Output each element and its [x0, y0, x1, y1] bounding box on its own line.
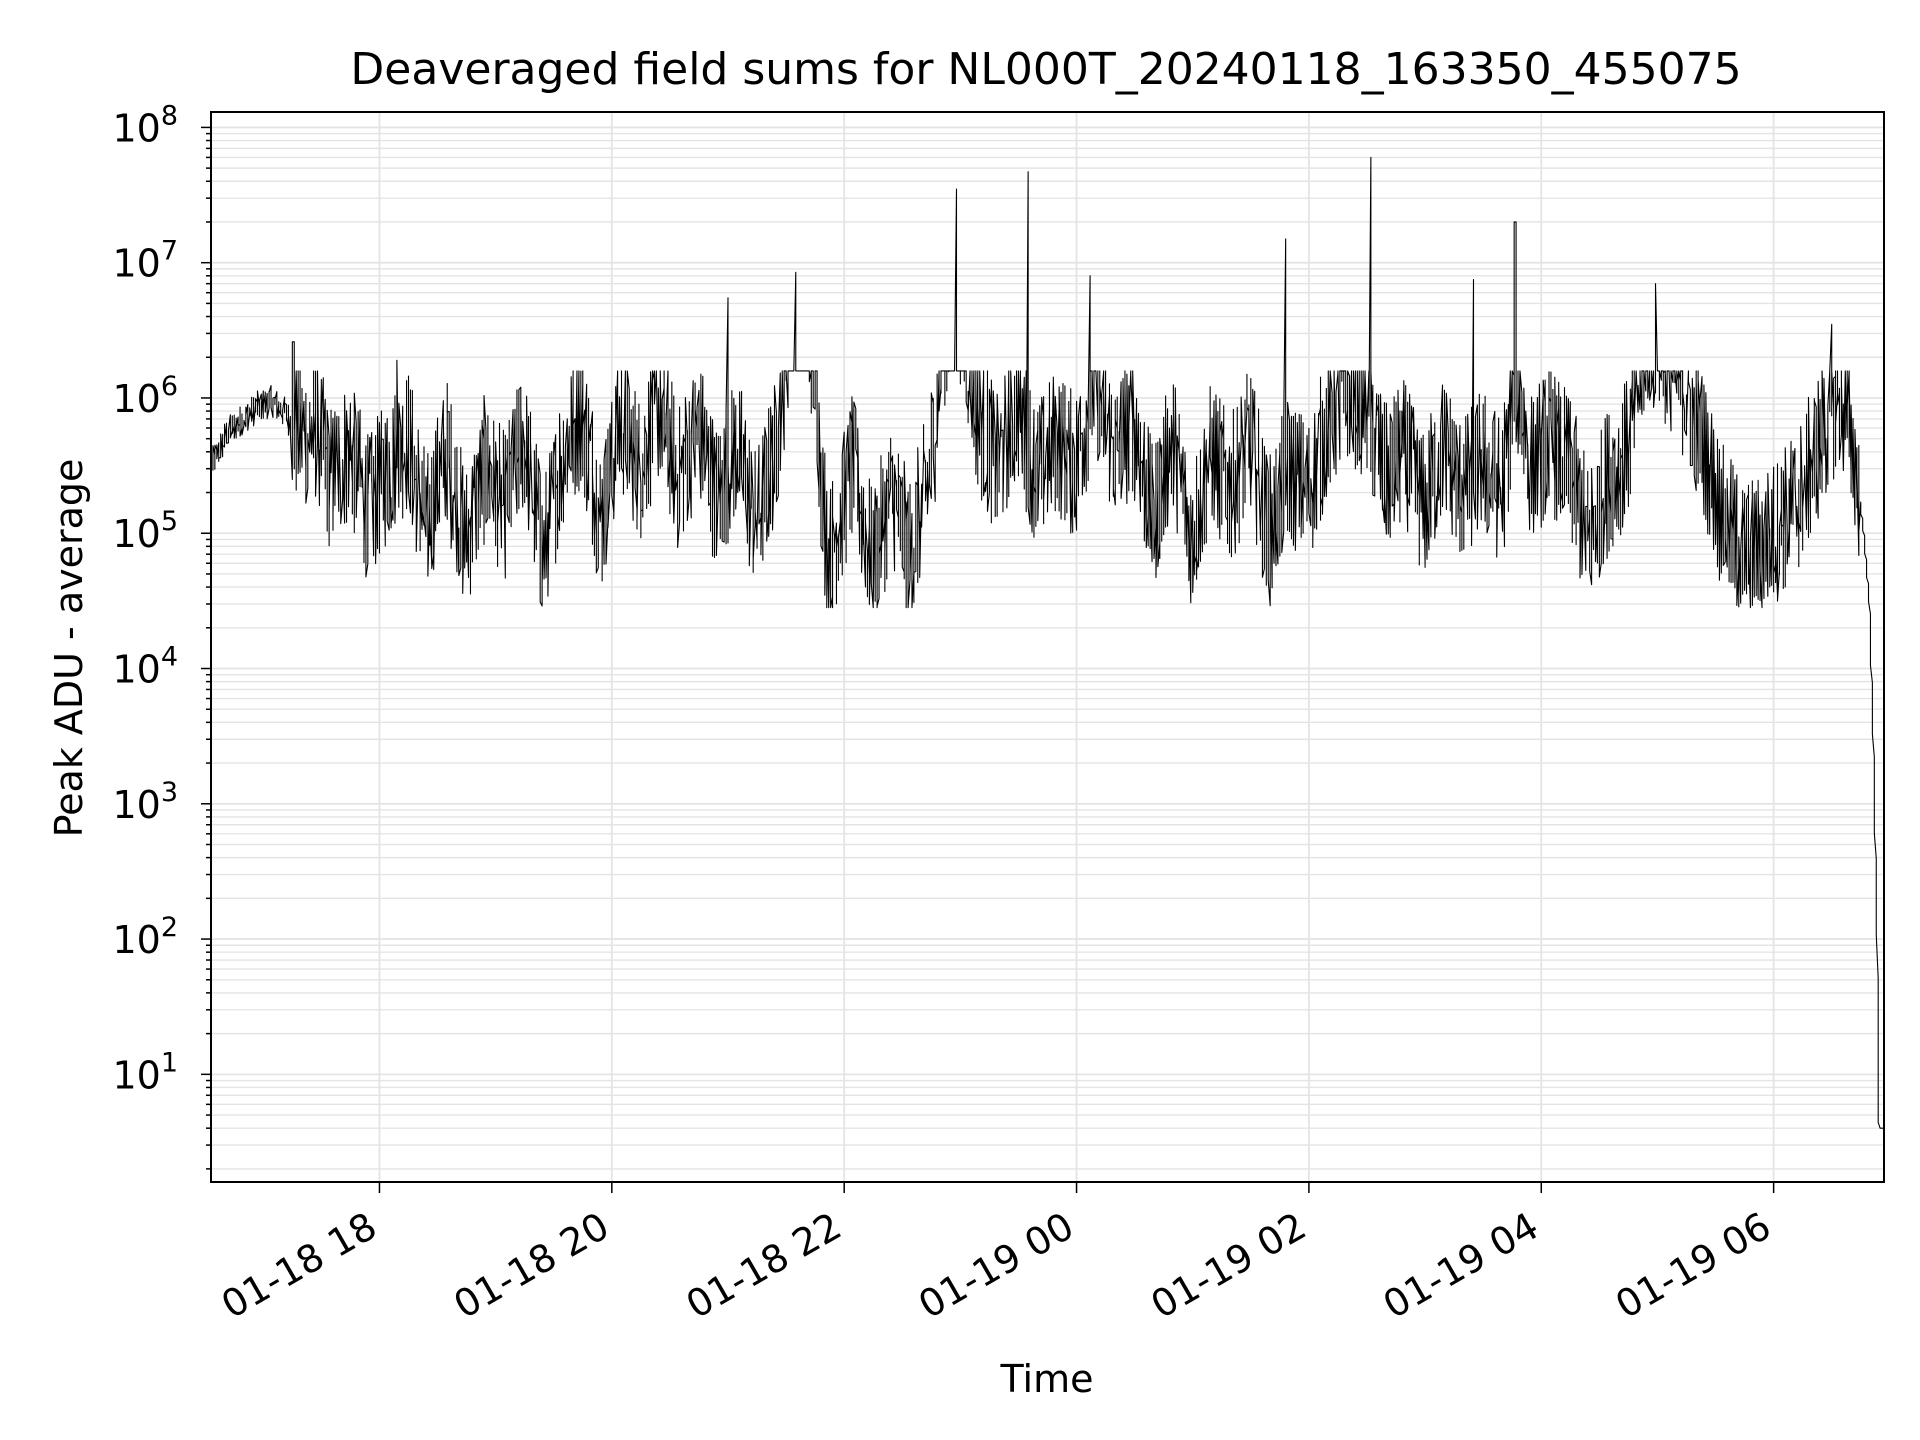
y-tick-label: 103 — [112, 777, 178, 827]
y-tick-label: 106 — [112, 371, 178, 421]
y-tick-label: 104 — [112, 642, 178, 692]
y-axis-label: Peak ADU - average — [47, 459, 91, 838]
series-line — [212, 156, 1884, 1129]
plot-frame — [210, 111, 1885, 1183]
y-axis: 101 102 103 104 105 106 107 108 — [112, 100, 211, 1170]
y-tick-label: 105 — [112, 506, 178, 556]
grid — [211, 112, 1884, 1182]
y-tick-label: 101 — [112, 1047, 178, 1097]
x-axis-label: Time — [1000, 1357, 1094, 1401]
y-tick-label: 107 — [112, 236, 178, 286]
y-tick-label: 102 — [112, 912, 178, 962]
y-tick-label: 108 — [112, 100, 178, 150]
series-layer — [212, 156, 1884, 1129]
chart-title: Deaveraged field sums for NL000T_2024011… — [350, 44, 1741, 95]
